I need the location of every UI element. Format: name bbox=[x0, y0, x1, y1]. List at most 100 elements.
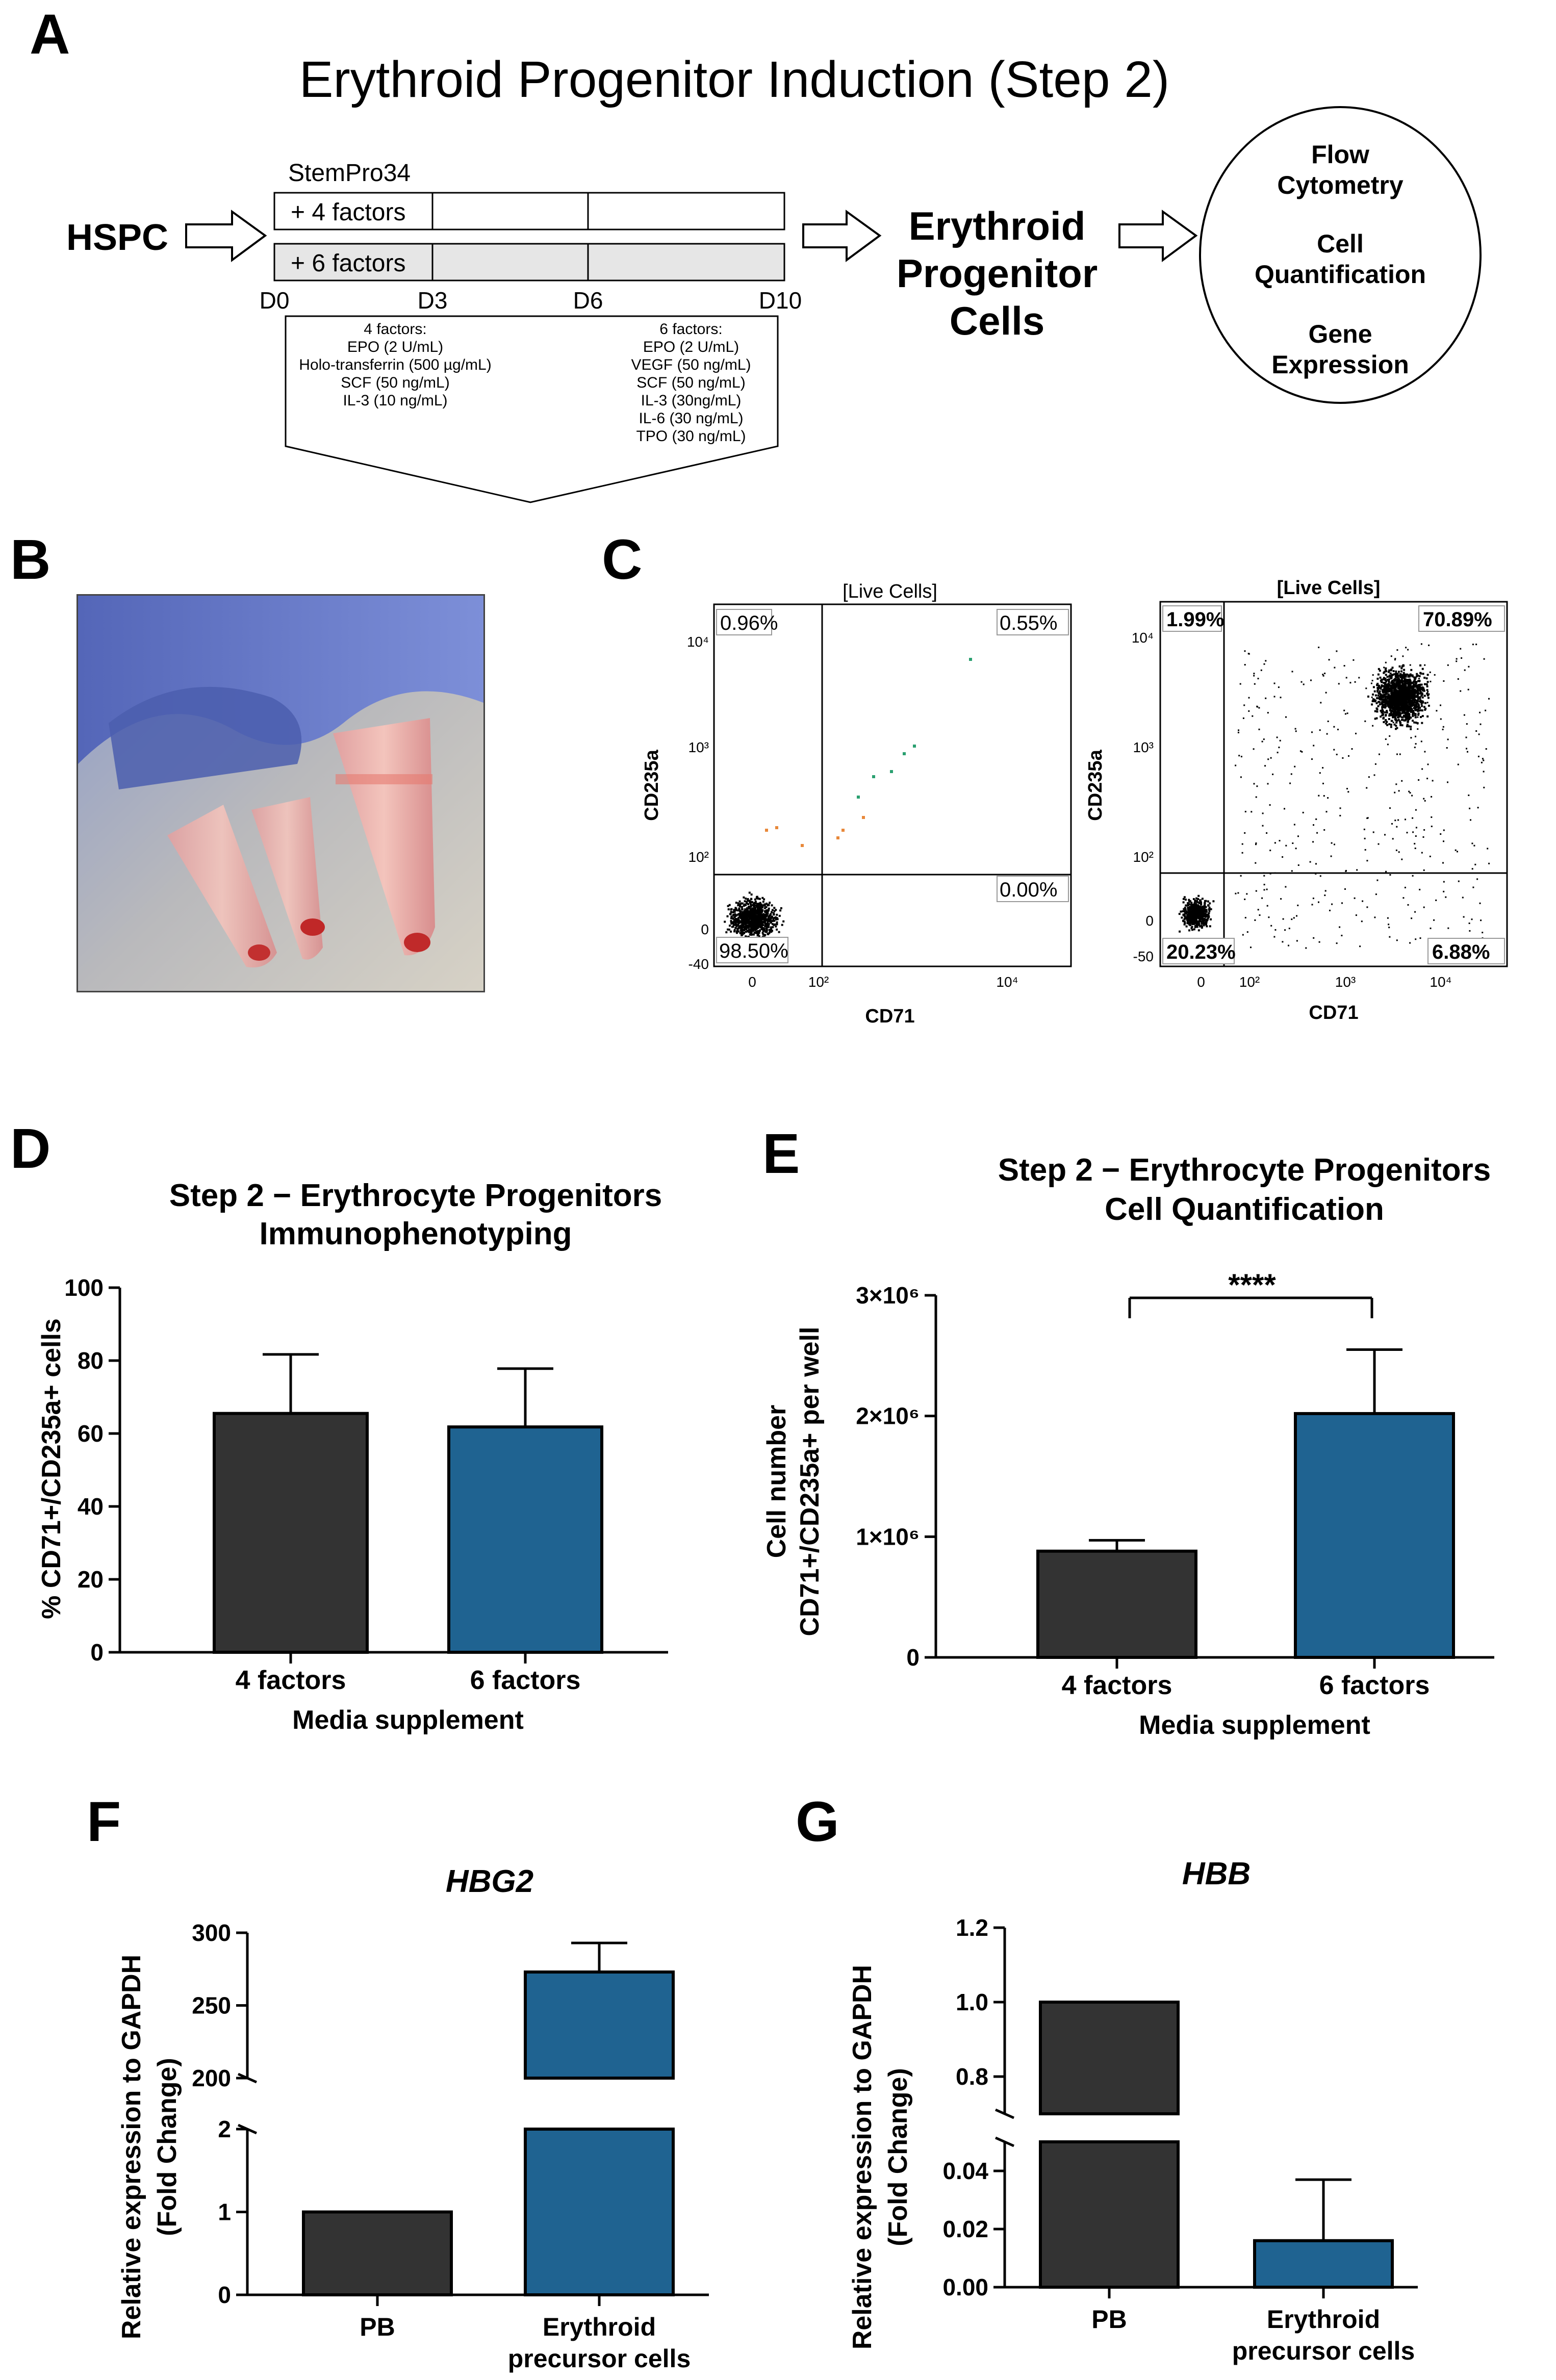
flow-event bbox=[1331, 903, 1333, 905]
flow-event bbox=[1201, 923, 1203, 925]
flow-event bbox=[1389, 709, 1391, 711]
flow-event bbox=[1416, 675, 1418, 678]
flow-event bbox=[1190, 912, 1192, 914]
output-label-line3: Cells bbox=[950, 298, 1044, 343]
flow-event bbox=[1186, 904, 1188, 907]
flow-event bbox=[765, 918, 768, 921]
flow-event bbox=[776, 918, 779, 920]
flow-event bbox=[1200, 910, 1202, 912]
flow-event bbox=[1394, 791, 1396, 794]
flow-event bbox=[1398, 703, 1400, 706]
flow-event bbox=[1483, 786, 1485, 788]
flow-event bbox=[741, 927, 743, 929]
flow-event bbox=[1417, 674, 1419, 677]
flow-event bbox=[738, 925, 741, 928]
flow-event bbox=[1417, 723, 1419, 725]
flow-event bbox=[1391, 690, 1393, 692]
flow-event bbox=[1393, 723, 1396, 726]
flow-event bbox=[1209, 902, 1211, 905]
flow-event bbox=[1384, 699, 1386, 702]
flow-event bbox=[1262, 812, 1264, 814]
flow-event bbox=[730, 908, 732, 911]
flow-event bbox=[757, 923, 759, 925]
four-factor-item: SCF (50 ng/mL) bbox=[341, 374, 449, 391]
flow-event bbox=[1339, 807, 1341, 809]
flow-event bbox=[1426, 778, 1429, 780]
flow-event bbox=[1313, 937, 1315, 939]
chart-g-ylabel-1: Relative expression to GAPDH bbox=[848, 1965, 877, 2349]
flow-event bbox=[1396, 719, 1398, 722]
flow-event-orange bbox=[801, 844, 804, 847]
flow-plot-2-ur-box bbox=[1418, 605, 1505, 632]
flow-event bbox=[1378, 692, 1380, 695]
flow-event bbox=[1409, 699, 1412, 702]
flow-event bbox=[1374, 694, 1377, 697]
panel-letter-g: G bbox=[796, 1790, 839, 1853]
flow-event bbox=[1394, 712, 1397, 714]
flow-event bbox=[763, 910, 766, 912]
flow-event bbox=[1267, 758, 1269, 760]
flow-event bbox=[752, 903, 755, 905]
flow-event bbox=[756, 918, 758, 920]
flow-event bbox=[1191, 912, 1194, 915]
flow-event bbox=[1207, 904, 1210, 907]
flow-event bbox=[1409, 792, 1411, 794]
flow-event-orange bbox=[836, 836, 839, 839]
flow-event bbox=[762, 901, 764, 903]
flow-event bbox=[1207, 914, 1210, 917]
flow-event bbox=[1253, 673, 1255, 675]
flow-event-orange bbox=[862, 816, 865, 819]
flow-event bbox=[1443, 890, 1445, 892]
flow-event bbox=[1188, 911, 1191, 913]
flow-event bbox=[1353, 659, 1355, 661]
flow-event bbox=[1419, 697, 1421, 699]
flow-event bbox=[739, 932, 742, 934]
flow-event bbox=[1384, 683, 1386, 686]
flow-event bbox=[1405, 691, 1407, 694]
flow-event bbox=[760, 918, 763, 921]
flow-event bbox=[742, 914, 745, 917]
flow-event bbox=[1456, 658, 1458, 660]
flow-event bbox=[743, 916, 745, 919]
flow-event bbox=[766, 909, 769, 911]
flow-event bbox=[760, 925, 763, 928]
flow-event bbox=[732, 917, 734, 920]
flow-event bbox=[758, 920, 760, 923]
flow-event bbox=[1293, 824, 1295, 826]
flow-event bbox=[1407, 701, 1410, 703]
flow-event bbox=[1402, 897, 1405, 899]
flow-event bbox=[756, 903, 758, 905]
flow-event bbox=[1190, 906, 1193, 908]
flow-event bbox=[765, 910, 767, 912]
flow-event bbox=[1379, 701, 1381, 703]
flow-event bbox=[1212, 900, 1215, 903]
flow-event bbox=[1408, 714, 1411, 717]
flow-event bbox=[1477, 807, 1479, 809]
flow-event bbox=[1195, 907, 1198, 909]
flow-event bbox=[782, 920, 785, 923]
flow-event bbox=[766, 927, 768, 930]
flow-event bbox=[1392, 838, 1394, 840]
flow-event bbox=[1336, 754, 1338, 755]
flow-event bbox=[1416, 686, 1419, 689]
flow-event bbox=[776, 921, 778, 924]
flow-plot-2-ur: 70.89% bbox=[1423, 608, 1492, 631]
flow-event bbox=[1401, 678, 1403, 681]
flow-event bbox=[1311, 758, 1313, 760]
bar bbox=[213, 1412, 369, 1654]
flow-event bbox=[1399, 675, 1402, 678]
flow-event bbox=[1442, 728, 1444, 730]
flow-event bbox=[1351, 748, 1353, 750]
flow-event bbox=[1182, 898, 1185, 900]
flow-event bbox=[1246, 931, 1248, 933]
flow-event bbox=[1440, 704, 1441, 706]
flow-event bbox=[1374, 710, 1376, 712]
chart-f-ylabel-2: (Fold Change) bbox=[152, 2058, 182, 2236]
flow-event bbox=[1185, 910, 1188, 913]
flow-event bbox=[1397, 685, 1400, 688]
flow-event bbox=[1377, 695, 1380, 697]
flow-event bbox=[1395, 714, 1397, 716]
flow-event bbox=[1401, 665, 1404, 668]
flow-event bbox=[1398, 713, 1401, 715]
flow-event bbox=[1481, 761, 1483, 763]
